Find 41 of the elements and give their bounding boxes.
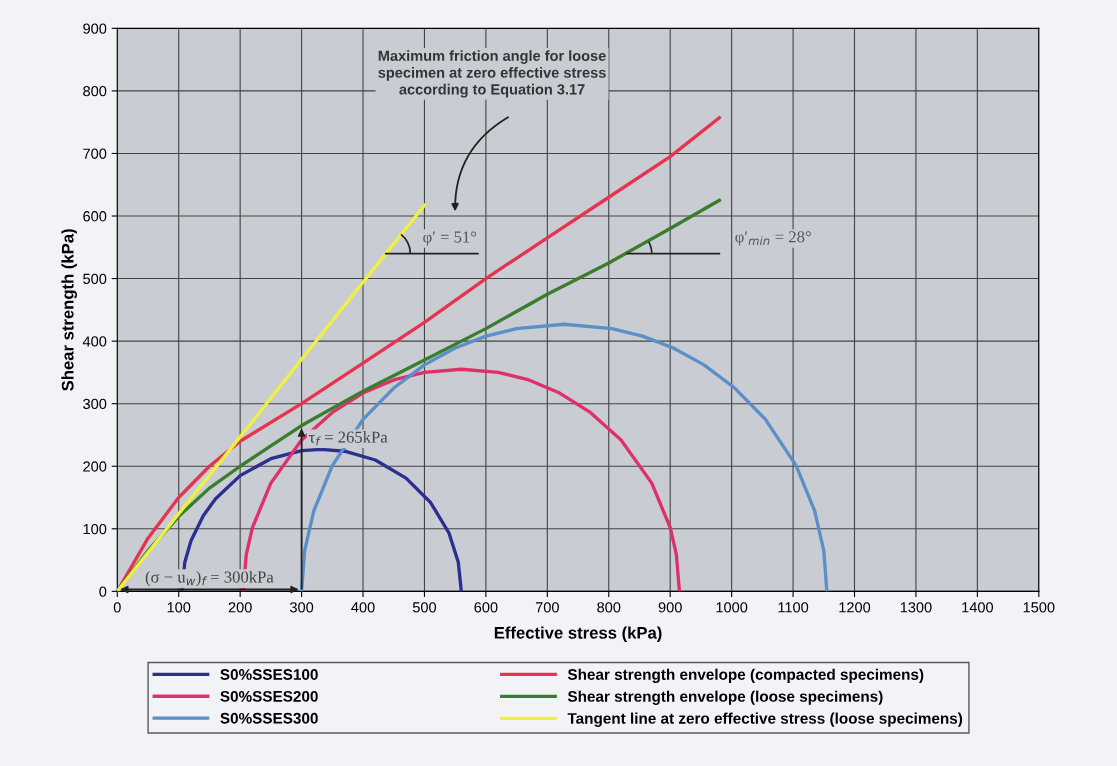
x-tick-label: 1400 — [962, 602, 994, 613]
x-tick-label: 700 — [535, 602, 559, 613]
y-tick-label: 500 — [83, 273, 107, 284]
x-tick-label: 800 — [597, 602, 621, 613]
x-tick-label: 1200 — [839, 602, 871, 613]
x-tick-label: 900 — [658, 602, 682, 613]
annotation: Maximum friction angle for loose specimen at zero effective stress according to Equation 3.17 — [378, 50, 606, 98]
x-tick-label: 100 — [167, 602, 191, 613]
legend-label: Shear strength envelope (loose specimens) — [567, 690, 883, 705]
y-tick-label: 900 — [83, 23, 107, 34]
legend-label: Tangent line at zero effective stress (loose specimens) — [567, 712, 963, 727]
x-tick-label: 500 — [412, 602, 437, 613]
y-tick-label: 200 — [83, 461, 107, 472]
x-tick-label: 1500 — [1023, 602, 1055, 613]
x-tick-label: 1100 — [778, 602, 809, 613]
legend-label: S0%SSES100 — [220, 669, 318, 680]
x-tick-label: 600 — [474, 602, 498, 613]
annotation: φ′$_{min}$ = 28° — [735, 231, 811, 246]
x-tick-label: 200 — [228, 602, 252, 613]
x-tick-label: 1300 — [900, 602, 932, 613]
x-tick-label: 1000 — [716, 602, 748, 613]
annotation: τ$_{f}$ = 265kPa — [308, 431, 388, 446]
annotation: φ′ = 51° — [423, 231, 477, 247]
x-tick-label: 0 — [113, 602, 121, 613]
y-tick-label: 300 — [83, 398, 107, 410]
annotation: (σ − u$_{w}$)$_{f}$ = 300kPa — [145, 570, 274, 587]
y-tick-label: 600 — [83, 211, 107, 222]
y-tick-label: 100 — [83, 523, 107, 535]
legend-label: S0%SSES200 — [220, 690, 318, 702]
y-axis-title: Shear strength (kPa) — [61, 229, 77, 391]
legend-label: Shear strength envelope (compacted specimens) — [567, 668, 924, 683]
legend-label: S0%SSES300 — [220, 712, 318, 724]
y-tick-label: 400 — [82, 336, 107, 347]
y-tick-label: 800 — [83, 86, 107, 97]
y-tick-label: 0 — [99, 586, 107, 597]
y-tick-label: 700 — [83, 148, 107, 159]
line-series — [299, 322, 829, 592]
x-axis-title: Effective stress (kPa) — [494, 626, 662, 643]
x-tick-label: 300 — [289, 602, 314, 613]
x-tick-label: 400 — [351, 602, 375, 613]
line-series — [180, 447, 463, 592]
